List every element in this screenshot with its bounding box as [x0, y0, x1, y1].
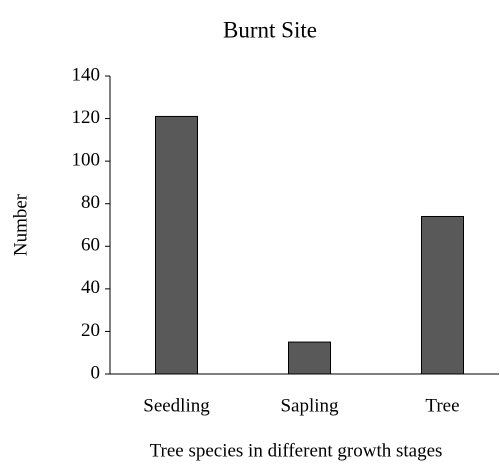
x-tick-label: Seedling [143, 395, 210, 416]
y-tick-label: 100 [72, 150, 101, 171]
y-axis-label: Number [10, 193, 31, 256]
y-tick-label: 60 [81, 235, 100, 256]
y-tick-label: 20 [81, 320, 100, 341]
bar [155, 115, 198, 375]
y-tick-label: 120 [72, 107, 101, 128]
y-tick-label: 80 [81, 192, 100, 213]
y-tick-label: 40 [81, 277, 100, 298]
y-tick-label: 0 [91, 362, 101, 383]
x-axis-label: Tree species in different growth stages [150, 440, 443, 461]
y-tick-label: 140 [72, 64, 101, 85]
x-tick-label: Tree [425, 395, 459, 416]
x-tick-label: Sapling [280, 395, 339, 416]
bar [421, 215, 464, 375]
bar [288, 341, 331, 375]
chart-title: Burnt Site [223, 17, 317, 42]
